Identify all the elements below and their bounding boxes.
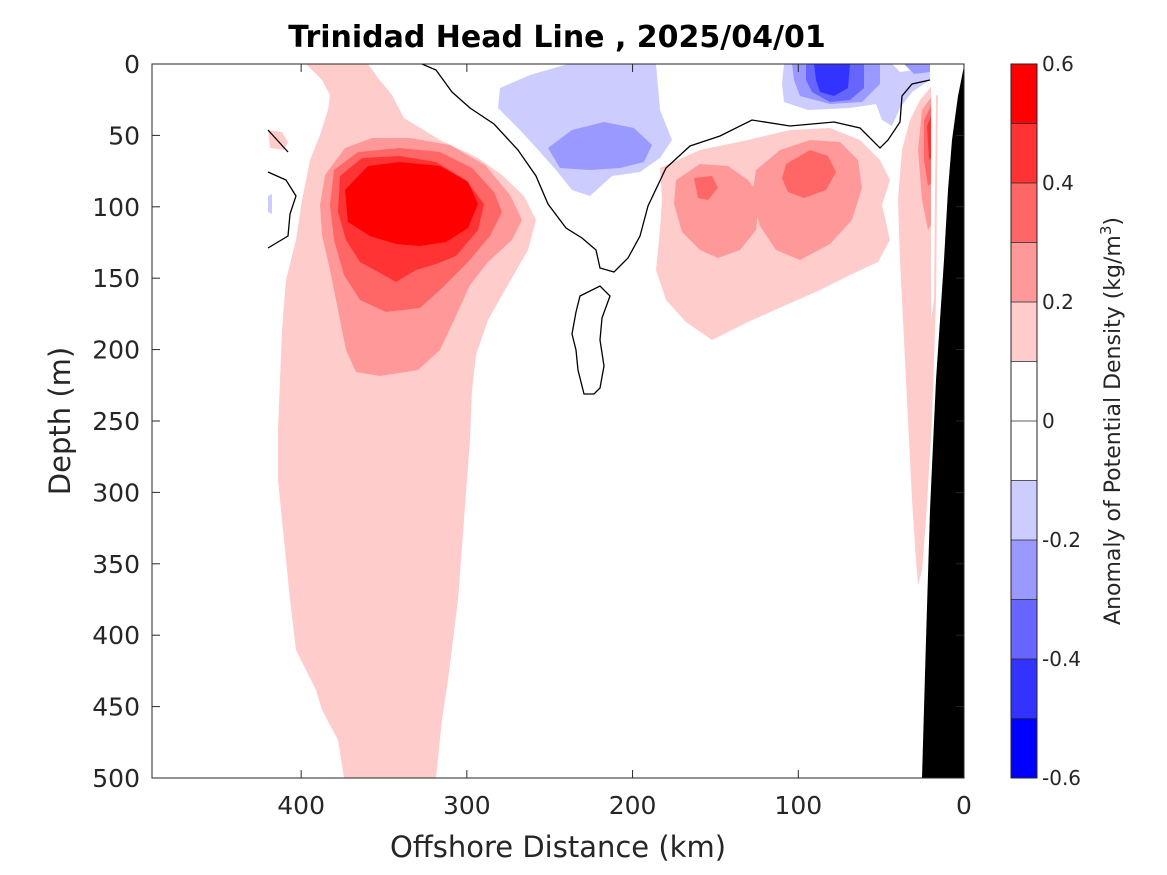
x-axis: 400 300 200 100 0 — [277, 64, 972, 820]
coastal-blank-strip — [931, 64, 964, 320]
plot-area — [152, 64, 964, 778]
colorbar-segment — [1011, 421, 1037, 481]
colorbar-tick-label: 0.4 — [1042, 171, 1074, 195]
colorbar-segment — [1011, 599, 1037, 659]
y-tick-label: 500 — [92, 764, 140, 793]
colorbar-frame — [1010, 63, 1038, 779]
colorbar-segment — [1011, 361, 1037, 421]
bathymetry — [922, 66, 964, 778]
colorbar-tick-label: -0.6 — [1042, 766, 1081, 790]
x-tick-label: 200 — [609, 791, 657, 820]
y-tick-label: 350 — [92, 550, 140, 579]
contour-fill-0.2-nearshore-a — [674, 164, 760, 258]
contour-fill-neg0.2-offshore — [548, 122, 652, 170]
colorbar: 0.6 0.4 0.2 0 -0.2 -0.4 -0.6 — [1010, 52, 1081, 790]
colorbar-segment — [1011, 64, 1037, 124]
contour-fill-neg-sliver — [268, 194, 272, 214]
contour-fill-neg0.4-nearshore — [814, 64, 850, 96]
colorbar-label-suffix: ) — [1101, 217, 1126, 226]
colorbar-tick-label: 0 — [1042, 409, 1055, 433]
contour-fill-0.5-core — [345, 162, 478, 246]
colorbar-tick-label: -0.2 — [1042, 528, 1081, 552]
colorbar-tick-label: 0.2 — [1042, 290, 1074, 314]
colorbar-label-superscript: 3 — [1097, 226, 1115, 236]
chart-title: Trinidad Head Line , 2025/04/01 — [288, 20, 825, 55]
x-tick-label: 400 — [277, 791, 325, 820]
x-tick-label: 300 — [443, 791, 491, 820]
contour-fill-neg0.2-corner — [904, 64, 930, 74]
y-tick-label: 100 — [92, 193, 140, 222]
zero-contour-main — [421, 64, 931, 273]
colorbar-segment — [1011, 242, 1037, 302]
colorbar-segment — [1011, 480, 1037, 540]
zero-contour-sliver — [267, 129, 289, 153]
y-tick-label: 50 — [108, 121, 140, 150]
x-tick-label: 100 — [774, 791, 822, 820]
y-tick-label: 150 — [92, 264, 140, 293]
colorbar-segment — [1011, 540, 1037, 600]
y-tick-label: 200 — [92, 336, 140, 365]
y-tick-label: 250 — [92, 407, 140, 436]
contour-fill-0.3-nearshore-b — [782, 150, 836, 198]
x-axis-label: Offshore Distance (km) — [390, 830, 726, 864]
colorbar-segment — [1011, 123, 1037, 183]
colorbar-label: Anomaly of Potential Density (kg/m3) — [1097, 217, 1126, 625]
y-tick-label: 400 — [92, 621, 140, 650]
x-tick-label: 0 — [956, 791, 972, 820]
colorbar-tick-label: -0.4 — [1042, 647, 1081, 671]
y-axis-label: Depth (m) — [43, 347, 77, 495]
colorbar-segment — [1011, 659, 1037, 719]
colorbar-segment — [1011, 302, 1037, 362]
colorbar-tick-label: 0.6 — [1042, 52, 1074, 76]
y-axis: 0 50 100 150 200 250 300 350 400 450 500 — [92, 50, 964, 793]
zero-contour-offshore — [267, 171, 297, 249]
y-tick-label: 450 — [92, 693, 140, 722]
colorbar-label-text: Anomaly of Potential Density (kg/m — [1101, 235, 1126, 625]
contour-fill-0.3-nearshore-a — [694, 176, 718, 200]
zero-contour-loop — [571, 285, 611, 395]
y-tick-label: 300 — [92, 478, 140, 507]
y-tick-label: 0 — [124, 50, 140, 79]
colorbar-segment — [1011, 718, 1037, 778]
colorbar-segment — [1011, 183, 1037, 243]
